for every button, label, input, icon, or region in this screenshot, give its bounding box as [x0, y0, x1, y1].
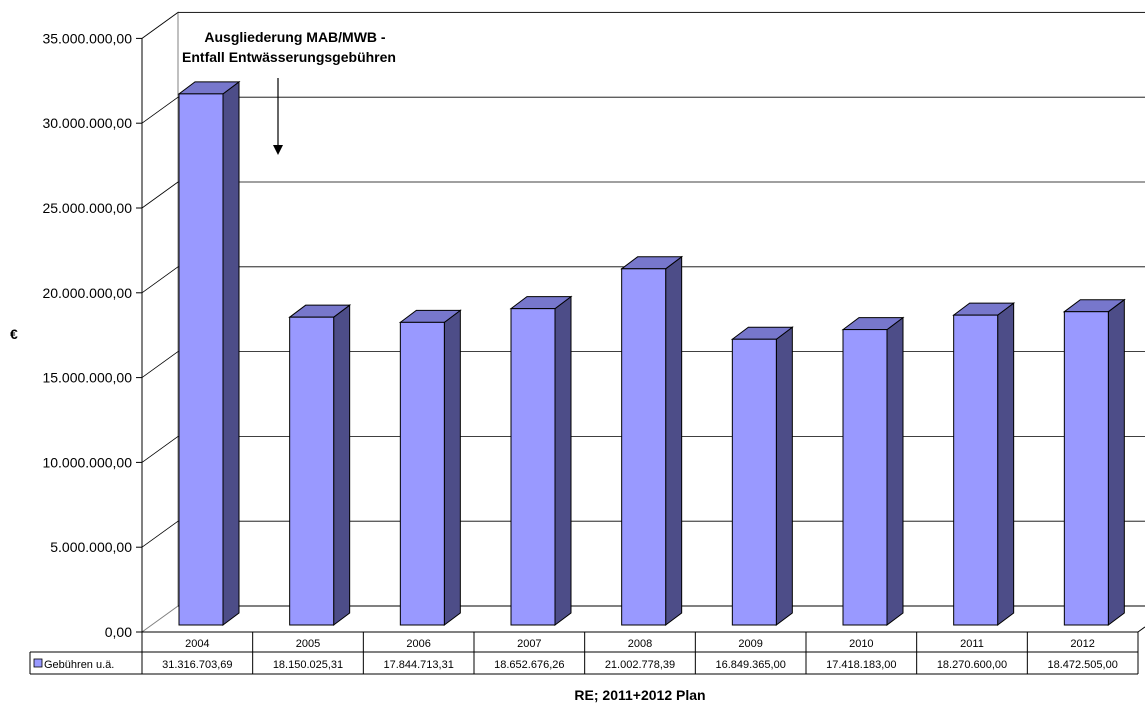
x-tick-label: 2011	[960, 638, 984, 650]
bar-side	[333, 304, 351, 626]
annotation: Ausgliederung MAB/MWB - Entfall Entwässe…	[182, 29, 396, 155]
side-wall	[141, 11, 179, 633]
x-tick-label: 2005	[296, 638, 320, 650]
annotation-arrowhead	[273, 145, 283, 155]
bar	[177, 80, 241, 626]
y-tick-label: 0,00	[105, 624, 132, 640]
data-label: 17.844.713,31	[383, 659, 453, 671]
bar	[952, 302, 1016, 626]
bar-side	[554, 295, 572, 626]
bar-side	[222, 80, 240, 626]
x-axis-label: RE; 2011+2012 Plan	[574, 687, 705, 703]
data-label: 18.150.025,31	[273, 659, 343, 671]
bar-front	[289, 316, 335, 626]
data-label: 21.002.778,39	[605, 659, 675, 671]
y-tick-label: 30.000.000,00	[42, 115, 132, 131]
bar-front	[621, 268, 667, 626]
data-table: 2004 31.316.703,69 2005 18.150.025,31 2006 17…	[29, 631, 1139, 675]
bar-front	[178, 93, 224, 626]
gridline-diagonal	[141, 96, 179, 124]
y-tick-label: 5.000.000,00	[50, 539, 132, 555]
x-tick-label: 2012	[1070, 638, 1094, 650]
data-label: 17.418.183,00	[826, 659, 896, 671]
bar-front	[953, 314, 999, 626]
y-tick-label: 20.000.000,00	[42, 285, 132, 301]
x-tick-label: 2006	[406, 638, 430, 650]
x-tick-label: 2010	[849, 638, 873, 650]
x-tick-label: 2009	[738, 638, 762, 650]
gridline-diagonal	[141, 12, 179, 39]
data-label: 18.652.676,26	[494, 659, 564, 671]
legend-label: Gebühren u.ä.	[44, 659, 114, 671]
gridline-diagonal	[141, 181, 179, 209]
bar	[841, 316, 905, 626]
bar-side	[775, 326, 793, 626]
y-axis-ticks: 0,00 5.000.000,00 10.000.000,00 15.000.000,…	[42, 30, 143, 640]
y-axis-label: €	[10, 326, 18, 342]
gridline-diagonal	[141, 436, 179, 463]
bar	[398, 309, 462, 626]
legend-swatch	[33, 658, 43, 668]
y-tick-label: 15.000.000,00	[42, 370, 132, 386]
x-tick-label: 2004	[185, 638, 209, 650]
bar-side	[665, 255, 683, 626]
bar-side	[1107, 298, 1125, 626]
x-tick-label: 2007	[517, 638, 541, 650]
bar-side	[886, 316, 904, 626]
bar	[620, 255, 684, 626]
bar-front	[731, 338, 777, 626]
bar	[288, 304, 352, 626]
data-label: 18.270.600,00	[937, 659, 1007, 671]
bar-side	[997, 302, 1015, 626]
bar	[509, 295, 573, 626]
bar-front	[399, 321, 445, 626]
y-tick-label: 25.000.000,00	[42, 200, 132, 216]
bar-front	[1063, 311, 1109, 626]
floor-right-edge	[1137, 626, 1145, 633]
bar	[730, 326, 794, 626]
gridline-diagonal	[141, 520, 179, 548]
bars	[177, 80, 1126, 626]
bar-front	[510, 308, 556, 626]
gridline-diagonal	[141, 351, 179, 378]
y-tick-label: 10.000.000,00	[42, 454, 132, 470]
bar-front	[842, 329, 888, 626]
bar-side	[443, 309, 461, 626]
annotation-line-1: Ausgliederung MAB/MWB -	[204, 29, 386, 45]
data-label: 18.472.505,00	[1047, 659, 1117, 671]
x-tick-label: 2008	[628, 638, 652, 650]
annotation-line-2: Entfall Entwässerungsgebühren	[182, 49, 396, 65]
data-label: 16.849.365,00	[715, 659, 785, 671]
data-label: 31.316.703,69	[162, 659, 232, 671]
bar	[1062, 298, 1126, 626]
gridline-diagonal	[141, 266, 179, 294]
y-tick-label: 35.000.000,00	[42, 30, 132, 46]
